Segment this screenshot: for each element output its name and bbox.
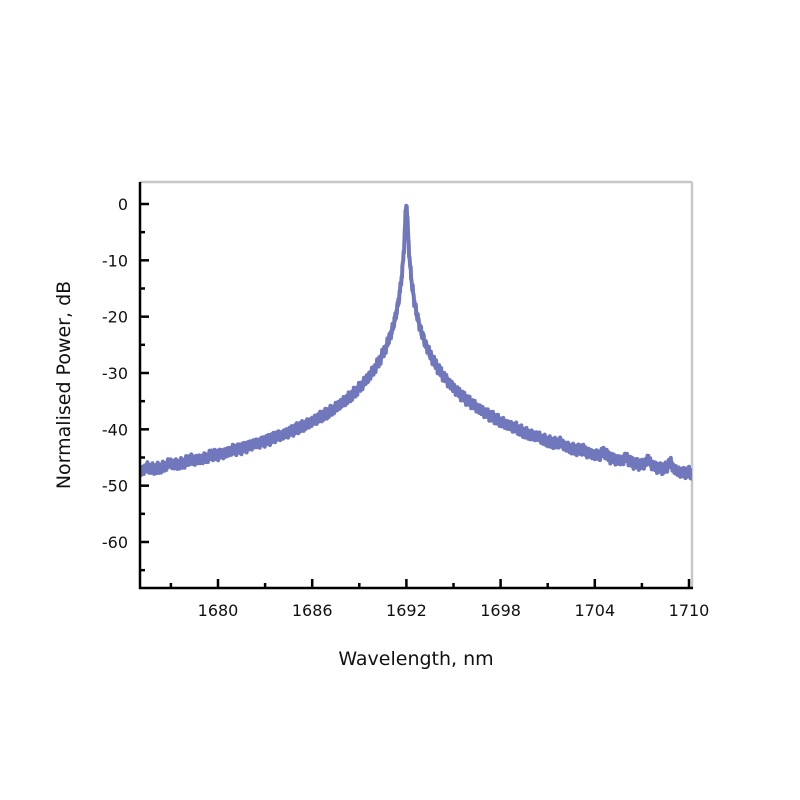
- x-tick-label: 1698: [480, 601, 521, 620]
- y-tick-label: -40: [102, 420, 128, 439]
- x-tick-label: 1680: [198, 601, 239, 620]
- x-axis-ticks: 1680 1686 1692 1698 1704 1710: [169, 579, 710, 620]
- x-tick-label: 1686: [292, 601, 333, 620]
- x-tick-label: 1704: [574, 601, 615, 620]
- y-axis-title: Normalised Power, dB: [53, 281, 75, 489]
- x-tick-label: 1692: [386, 601, 427, 620]
- y-tick-label: -20: [102, 308, 128, 327]
- x-tick-label: 1710: [669, 601, 710, 620]
- y-tick-label: -50: [102, 477, 128, 496]
- y-tick-label: -10: [102, 251, 128, 270]
- spectrum-trace: [141, 203, 692, 481]
- plot-frame: [140, 180, 694, 588]
- y-tick-label: -60: [102, 533, 128, 552]
- y-axis-ticks: 0 -10 -20 -30 -40 -50 -60: [102, 195, 149, 572]
- spectrum-line: [141, 203, 692, 481]
- y-tick-label: -30: [102, 364, 128, 383]
- y-tick-label: 0: [118, 195, 128, 214]
- x-axis-title: Wavelength, nm: [338, 648, 493, 670]
- axes: [138, 182, 693, 590]
